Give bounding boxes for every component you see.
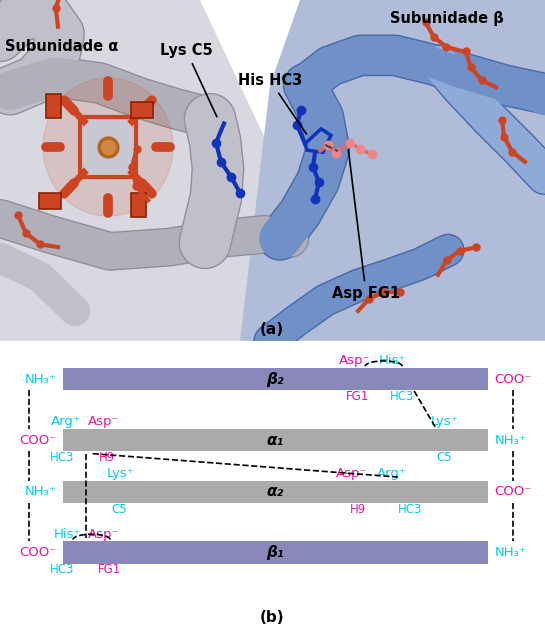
Bar xyxy=(46,94,60,118)
Text: Arg⁺: Arg⁺ xyxy=(51,415,81,428)
Text: Subunidade β: Subunidade β xyxy=(390,11,504,26)
Text: Lys⁺: Lys⁺ xyxy=(431,415,458,428)
Text: Lys C5: Lys C5 xyxy=(160,43,217,117)
Bar xyxy=(39,193,60,209)
Text: COO⁻: COO⁻ xyxy=(494,373,531,386)
Text: NH₃⁺: NH₃⁺ xyxy=(494,434,526,447)
Text: HC3: HC3 xyxy=(50,563,74,576)
Text: Lys⁺: Lys⁺ xyxy=(106,467,134,480)
Text: Asp⁻: Asp⁻ xyxy=(339,354,371,368)
Text: β₂: β₂ xyxy=(267,372,284,387)
Text: C5: C5 xyxy=(436,451,452,464)
Text: α₁: α₁ xyxy=(267,433,284,448)
Text: Asp⁻: Asp⁻ xyxy=(336,467,368,480)
Text: (b): (b) xyxy=(260,610,285,626)
Text: NH₃⁺: NH₃⁺ xyxy=(494,546,526,559)
Text: HC3: HC3 xyxy=(398,503,422,515)
Text: C5: C5 xyxy=(112,503,128,515)
Polygon shape xyxy=(78,115,138,179)
Polygon shape xyxy=(43,78,173,216)
Text: His HC3: His HC3 xyxy=(238,73,306,134)
Text: Subunidade α: Subunidade α xyxy=(5,39,118,54)
FancyBboxPatch shape xyxy=(63,481,488,503)
Text: COO⁻: COO⁻ xyxy=(19,434,56,447)
Text: Asp FG1: Asp FG1 xyxy=(332,150,400,301)
Text: HC3: HC3 xyxy=(390,390,414,403)
Text: NH₃⁺: NH₃⁺ xyxy=(25,485,56,498)
FancyBboxPatch shape xyxy=(63,429,488,451)
Text: His⁺: His⁺ xyxy=(379,354,406,368)
Polygon shape xyxy=(0,0,310,341)
Bar xyxy=(131,102,153,118)
Text: NH₃⁺: NH₃⁺ xyxy=(25,373,56,386)
Text: COO⁻: COO⁻ xyxy=(494,485,531,498)
Text: FG1: FG1 xyxy=(346,390,370,403)
Polygon shape xyxy=(240,0,545,341)
Text: His⁺: His⁺ xyxy=(53,527,81,541)
Text: (a): (a) xyxy=(260,322,284,336)
Text: Asp⁻: Asp⁻ xyxy=(88,527,120,541)
Bar xyxy=(131,193,147,217)
Text: FG1: FG1 xyxy=(98,563,122,576)
Text: H9: H9 xyxy=(350,503,366,515)
FancyBboxPatch shape xyxy=(63,541,488,564)
Text: HC3: HC3 xyxy=(50,451,74,464)
Text: COO⁻: COO⁻ xyxy=(19,546,56,559)
FancyBboxPatch shape xyxy=(63,368,488,390)
Text: Asp⁻: Asp⁻ xyxy=(88,415,120,428)
Text: H9: H9 xyxy=(99,451,116,464)
Text: Arg⁺: Arg⁺ xyxy=(377,467,407,480)
Text: β₁: β₁ xyxy=(267,545,284,560)
Text: α₂: α₂ xyxy=(267,484,284,499)
